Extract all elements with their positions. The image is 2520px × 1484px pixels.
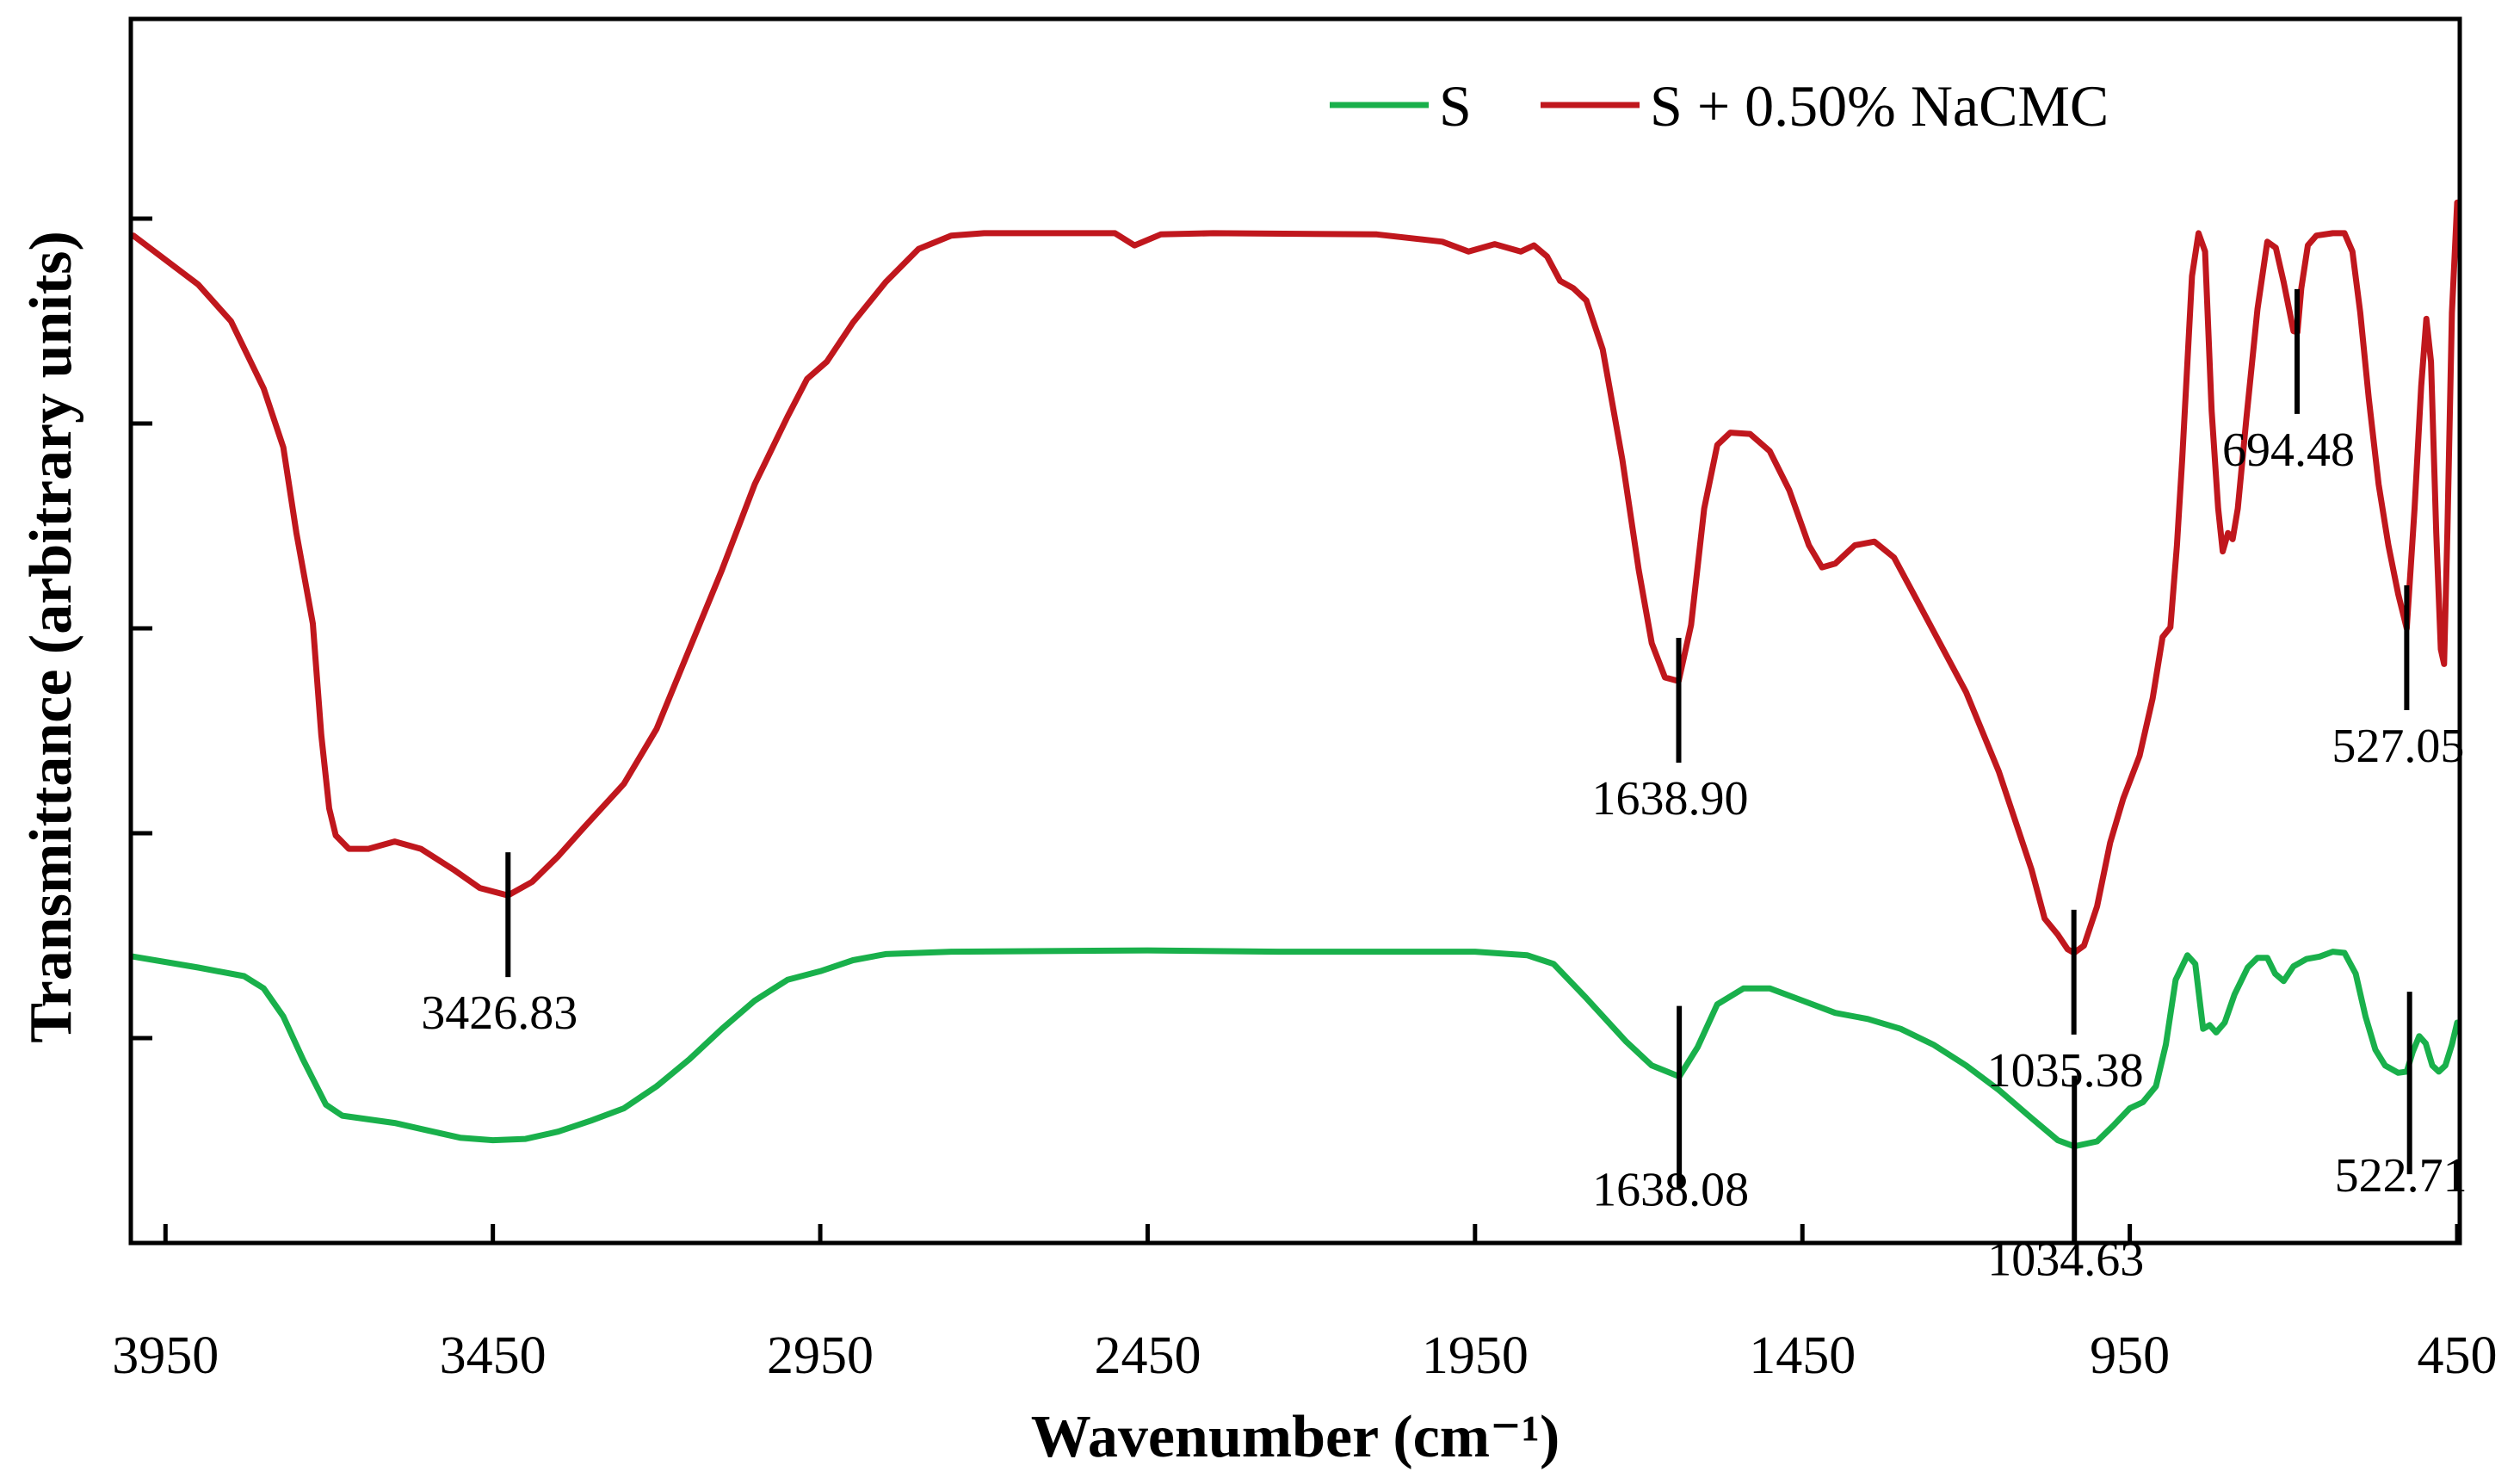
x-tick-label-2950: 2950 xyxy=(767,1326,874,1385)
y-axis-title: Transmittance (arbitrary units) xyxy=(18,231,84,1043)
peak-label-694-48: 694.48 xyxy=(2222,424,2355,477)
legend: S S + 0.50% NaCMC xyxy=(1330,73,2109,139)
legend-label-s: S xyxy=(1439,73,1472,139)
x-axis-title: Wavenumber (cm⁻¹) xyxy=(1031,1404,1560,1470)
series-layer xyxy=(130,199,2461,1150)
peak-label-1638-90: 1638.90 xyxy=(1592,772,1749,825)
x-tick-label-2450: 2450 xyxy=(1094,1326,1201,1385)
x-tick-label-950: 950 xyxy=(2090,1326,2170,1385)
peak-label-3426-83: 3426.83 xyxy=(421,986,578,1040)
peak-label-522-71: 522.71 xyxy=(2335,1149,2468,1203)
x-tick-label-1950: 1950 xyxy=(1422,1326,1529,1385)
series-line-s xyxy=(130,947,2461,1150)
peak-label-527-05: 527.05 xyxy=(2332,720,2464,773)
x-tick-label-1450: 1450 xyxy=(1749,1326,1856,1385)
peak-label-1638-08: 1638.08 xyxy=(1592,1164,1749,1217)
peak-label-1035-38: 1035.38 xyxy=(1987,1044,2144,1098)
x-tick-label-3950: 3950 xyxy=(112,1326,219,1385)
tick-layer: 3950 3450 2950 2450 1950 1450 950 450 xyxy=(112,216,2498,1385)
series-line-s-0-50-nacmc xyxy=(130,199,2461,956)
legend-label-s-nacmc: S + 0.50% NaCMC xyxy=(1650,73,2109,139)
x-tick-label-450: 450 xyxy=(2418,1326,2498,1385)
x-tick-label-3450: 3450 xyxy=(440,1326,547,1385)
plot-frame xyxy=(128,16,2462,1246)
